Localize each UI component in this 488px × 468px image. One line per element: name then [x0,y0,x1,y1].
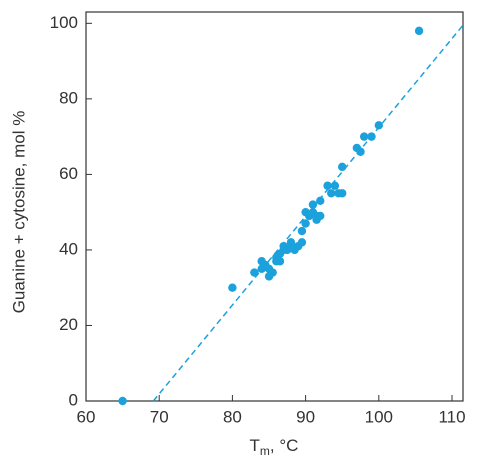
data-point [228,283,237,292]
x-tick-label: 90 [296,407,315,426]
x-tick-label: 80 [223,407,242,426]
x-tick-label: 110 [438,407,465,426]
data-point [297,226,307,236]
x-label-subscript: m [260,444,270,458]
data-point [308,200,318,209]
x-tick-label: 60 [77,407,96,426]
y-axis-label: Guanine + cytosine, mol % [9,111,28,314]
data-point [330,181,340,190]
x-label-symbol: T [250,436,260,455]
data-point [316,196,325,206]
x-tick-label: 100 [365,407,393,426]
x-label-unit: , °C [270,436,299,455]
y-tick-label: 100 [50,13,78,32]
data-point [297,238,307,247]
x-axis-label: Tm, °C [250,436,299,458]
data-point [359,132,369,141]
data-point [275,257,285,266]
data-point [414,26,424,36]
y-tick-label: 0 [69,390,78,409]
data-point [327,189,336,198]
data-point [323,181,332,190]
data-point [367,132,376,141]
y-tick-label: 80 [59,88,78,107]
x-tick-label: 70 [150,407,169,426]
data-point [301,219,310,228]
data-point [316,211,325,221]
data-point [268,268,277,277]
data-point [286,238,296,247]
data-point [374,121,384,130]
data-point [250,268,259,277]
y-tick-label: 20 [59,315,78,334]
data-point [338,189,347,198]
data-point [338,162,347,172]
data-point [356,147,365,156]
y-tick-label: 40 [59,239,78,258]
data-point [118,396,127,406]
plot-frame [85,11,464,402]
y-tick-label: 60 [59,164,78,183]
